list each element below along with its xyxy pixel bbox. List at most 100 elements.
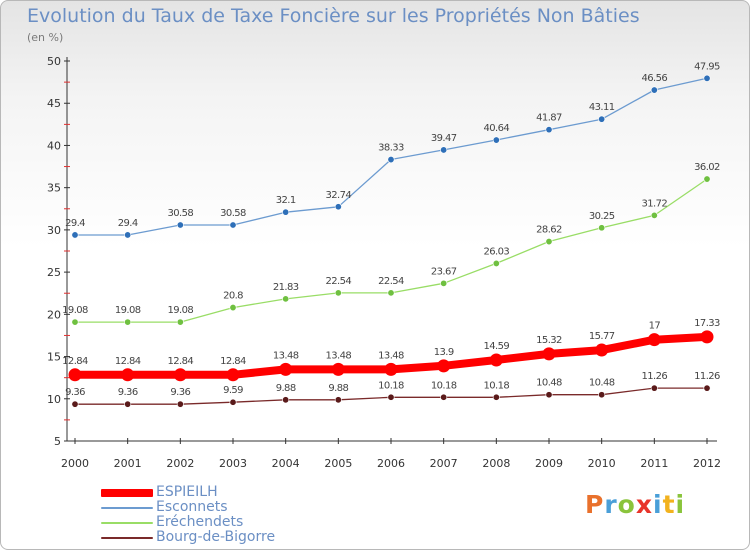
y-tick-label: 25 (47, 266, 61, 279)
x-tick-label: 2003 (219, 457, 247, 470)
data-point (226, 368, 240, 382)
legend-label: Eréchendets (156, 514, 244, 530)
data-label: 46.56 (642, 73, 668, 84)
data-point (650, 384, 658, 392)
data-label: 39.47 (431, 133, 457, 144)
x-tick-label: 2012 (693, 457, 721, 470)
data-point (124, 231, 132, 239)
data-label: 38.33 (378, 143, 404, 154)
data-label: 12.84 (220, 356, 246, 367)
data-point (176, 400, 184, 408)
x-tick-label: 2002 (166, 457, 194, 470)
data-point (387, 289, 395, 297)
legend-swatch (101, 507, 153, 509)
data-point (542, 347, 556, 361)
legend-swatch (101, 522, 153, 524)
data-point (331, 362, 345, 376)
data-label: 10.18 (484, 380, 510, 391)
data-point (334, 203, 342, 211)
data-label: 9.36 (170, 387, 190, 398)
data-label: 19.08 (115, 305, 141, 316)
data-point (598, 224, 606, 232)
axes (64, 57, 717, 444)
x-tick-label: 2009 (535, 457, 563, 470)
data-label: 11.26 (642, 371, 668, 382)
x-tick-label: 2008 (482, 457, 510, 470)
x-tick-label: 2001 (114, 457, 142, 470)
data-label: 36.02 (694, 162, 720, 173)
data-label: 47.95 (694, 61, 720, 72)
data-point (492, 393, 500, 401)
data-point (703, 175, 711, 183)
data-label: 21.83 (273, 282, 299, 293)
data-label: 13.48 (273, 350, 299, 361)
data-label: 12.84 (115, 356, 141, 367)
data-point (176, 221, 184, 229)
data-label: 22.54 (326, 276, 352, 287)
data-point (492, 136, 500, 144)
chart-title: Evolution du Taux de Taxe Foncière sur l… (27, 5, 640, 27)
data-label: 32.74 (326, 190, 352, 201)
data-label: 43.11 (589, 102, 615, 113)
data-point (176, 318, 184, 326)
data-label: 9.88 (276, 383, 296, 394)
data-point (598, 115, 606, 123)
data-point (545, 391, 553, 399)
data-point (124, 400, 132, 408)
data-points (68, 74, 714, 408)
data-label: 9.59 (223, 385, 243, 396)
data-label: 19.08 (168, 305, 194, 316)
logo-letter: i (653, 490, 663, 519)
y-tick-label: 50 (47, 55, 61, 68)
data-point (545, 238, 553, 246)
logo-letter: o (617, 490, 636, 519)
data-point (595, 343, 609, 357)
x-tick-label: 2006 (377, 457, 405, 470)
data-label: 12.84 (62, 356, 88, 367)
y-tick-label: 30 (47, 224, 61, 237)
data-point (700, 330, 714, 344)
logo-letter: x (635, 490, 653, 519)
data-label: 9.36 (65, 387, 85, 398)
data-point (384, 362, 398, 376)
x-tick-label: 2011 (640, 457, 668, 470)
data-label: 20.8 (223, 291, 243, 302)
data-label: 15.32 (536, 335, 562, 346)
data-point (387, 156, 395, 164)
data-label: 9.36 (118, 387, 138, 398)
logo-letter: P (585, 490, 605, 519)
data-label: 41.87 (536, 113, 562, 124)
legend-label: Bourg-de-Bigorre (156, 529, 276, 545)
data-label: 32.1 (276, 195, 296, 206)
y-tick-label: 40 (47, 139, 61, 152)
data-point (437, 359, 451, 373)
y-tick-label: 20 (47, 308, 61, 321)
data-point (71, 400, 79, 408)
tick-labels: 5 10 15 20 25 30 35 40 45 50 2000 2001 2002 2003 2004 2… (47, 55, 721, 470)
data-point (229, 221, 237, 229)
data-label: 12.84 (168, 356, 194, 367)
data-point (282, 295, 290, 303)
data-label: 26.03 (484, 246, 510, 257)
data-label: 30.58 (168, 208, 194, 219)
y-tick-label: 5 (54, 435, 61, 448)
data-label: 10.18 (431, 380, 457, 391)
x-tick-label: 2010 (588, 457, 616, 470)
data-point (334, 396, 342, 404)
data-label: 29.4 (65, 218, 85, 229)
legend-label: ESPIEILH (156, 484, 218, 500)
x-tick-label: 2004 (272, 457, 300, 470)
series-line-er-chendets (74, 178, 708, 323)
data-label: 9.88 (328, 383, 348, 394)
data-label: 10.18 (378, 380, 404, 391)
data-label: 17.33 (694, 318, 720, 329)
x-tick-label: 2000 (61, 457, 89, 470)
data-label: 40.64 (484, 123, 510, 134)
data-label: 17 (649, 321, 661, 332)
data-point (282, 208, 290, 216)
data-label: 31.72 (642, 198, 668, 209)
data-label: 15.77 (589, 331, 615, 342)
y-tick-label: 35 (47, 182, 61, 195)
legend-label: Esconnets (156, 499, 228, 515)
